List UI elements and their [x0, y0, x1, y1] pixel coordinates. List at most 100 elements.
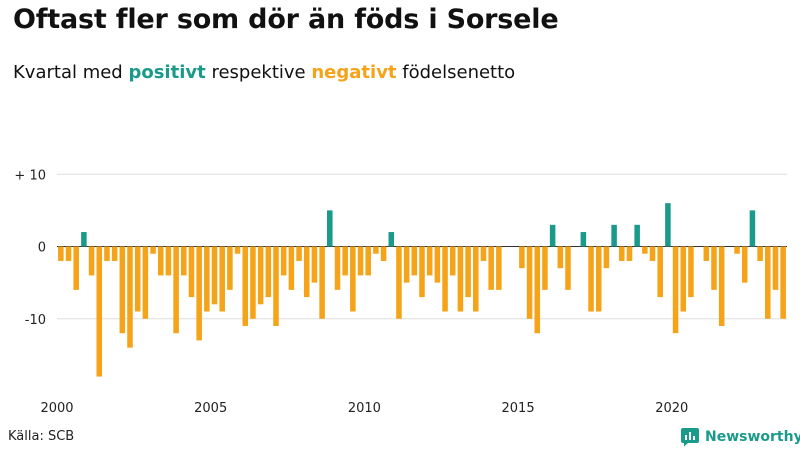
bar-negative [265, 246, 272, 298]
bar-negative [434, 246, 441, 283]
bar-negative [134, 246, 141, 312]
y-tick-label: 0 [38, 241, 46, 256]
bar-negative [211, 246, 218, 305]
bar-negative [534, 246, 541, 334]
bar-negative [342, 246, 348, 276]
bar-negative [519, 246, 525, 269]
bar-negative [595, 246, 602, 312]
bar-negative [411, 246, 418, 276]
bar-negative [657, 246, 663, 298]
bar-chart-bubble-icon [681, 428, 699, 447]
bar-negative [542, 246, 548, 290]
bar-negative [396, 246, 402, 319]
bar-negative [741, 246, 748, 283]
bar-negative [557, 246, 564, 269]
bar-negative [142, 246, 149, 319]
bar-positive [549, 224, 556, 247]
bar-negative [181, 246, 187, 276]
bar-negative [127, 246, 133, 348]
bar-negative [334, 246, 341, 290]
bar-negative [204, 246, 210, 312]
brand-logo[interactable]: Newsworthy [680, 427, 800, 447]
bar-negative [649, 246, 656, 261]
bar-negative [619, 246, 625, 261]
bars [58, 203, 786, 377]
bar-negative [96, 246, 103, 377]
bar-negative [496, 246, 502, 290]
bar-negative [150, 246, 156, 254]
bar-negative [188, 246, 195, 298]
bar-negative [357, 246, 364, 276]
bar-positive [388, 232, 395, 247]
bar-negative [196, 246, 202, 341]
bar-negative [303, 246, 310, 298]
bar-negative [757, 246, 763, 261]
bar-positive [611, 224, 617, 247]
subtitle-middle: respektive [211, 62, 306, 83]
bar-negative [565, 246, 571, 290]
bar-negative [319, 246, 325, 319]
bar-negative [703, 246, 710, 261]
bar-negative [626, 246, 633, 261]
bar-negative [350, 246, 356, 312]
bar-negative [380, 246, 387, 261]
bar-negative [58, 246, 64, 261]
x-tick-label: 2000 [40, 401, 73, 416]
bar-negative [234, 246, 241, 254]
bar-negative [603, 246, 610, 269]
bar-positive [634, 224, 640, 247]
bar-negative [296, 246, 302, 261]
bar-negative [227, 246, 233, 290]
bar-negative [780, 246, 786, 319]
x-tick-label: 2020 [655, 401, 688, 416]
bar-negative [242, 246, 249, 326]
x-tick-label: 2005 [194, 401, 227, 416]
bar-negative [373, 246, 379, 254]
y-tick-label: -10 [25, 313, 46, 328]
bar-negative [680, 246, 687, 312]
brand-name: Newsworthy [705, 429, 800, 445]
bar-negative [403, 246, 410, 283]
bar-positive [81, 232, 87, 247]
y-axis: + 10 0 -10 [14, 168, 46, 328]
chart-title: Oftast fler som dör än föds i Sorsele [13, 4, 559, 35]
bar-negative [419, 246, 425, 298]
bar-negative [104, 246, 110, 261]
bar-negative [473, 246, 479, 312]
bar-negative [465, 246, 471, 298]
bar-negative [480, 246, 487, 261]
bar-negative [219, 246, 225, 312]
bar-negative [365, 246, 371, 276]
bar-negative [588, 246, 594, 312]
bar-positive [327, 210, 333, 247]
bar-negative [311, 246, 318, 283]
bar-negative [449, 246, 456, 276]
y-tick-label: + 10 [14, 168, 46, 183]
bar-negative [88, 246, 95, 276]
bar-negative [257, 246, 264, 305]
bar-negative [119, 246, 126, 334]
bar-negative [165, 246, 172, 276]
bar-negative [772, 246, 779, 290]
bar-negative [642, 246, 648, 254]
bar-negative [526, 246, 533, 319]
bar-negative [273, 246, 279, 326]
subtitle-positive: positivt [128, 62, 206, 83]
bar-negative [65, 246, 72, 261]
bar-negative [250, 246, 256, 319]
bar-negative [111, 246, 118, 261]
bar-negative [457, 246, 464, 312]
bar-negative [280, 246, 287, 276]
x-tick-label: 2015 [502, 401, 535, 416]
bar-negative [734, 246, 740, 254]
subtitle-prefix: Kvartal med [13, 62, 123, 83]
x-tick-label: 2010 [348, 401, 381, 416]
bar-positive [665, 203, 671, 247]
bar-negative [711, 246, 717, 290]
x-axis: 2000 2005 2010 2015 2020 [40, 401, 688, 416]
subtitle-negative: negativt [311, 62, 397, 83]
bar-negative [288, 246, 295, 290]
bar-positive [749, 210, 756, 247]
bar-negative [765, 246, 771, 319]
